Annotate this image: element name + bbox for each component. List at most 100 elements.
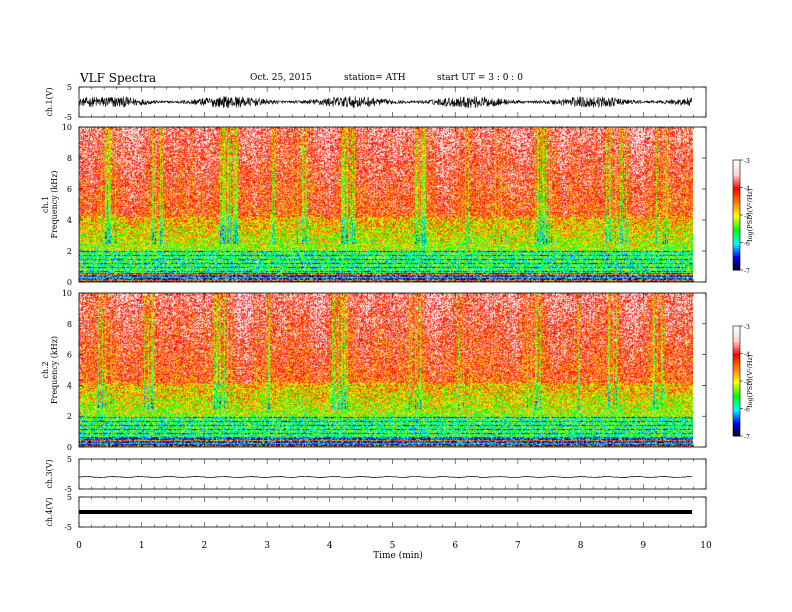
colorbar-tick-label: -3 (744, 158, 750, 165)
colorbar-segment (733, 414, 740, 418)
y-tick-label: 2 (67, 247, 72, 256)
x-tick-label: 10 (700, 541, 712, 551)
colorbar-segment (733, 430, 740, 434)
colorbar-segment (733, 239, 740, 243)
colorbar-segment (733, 403, 740, 407)
colorbar-segment (733, 389, 740, 393)
ch1-waveform-trace (79, 95, 693, 109)
colorbar-tick-label: -5 (744, 379, 750, 386)
colorbar-segment (733, 378, 740, 382)
x-tick-label: 3 (264, 541, 270, 551)
colorbar-segment (733, 160, 740, 164)
y-tick-label: 2 (67, 412, 72, 421)
ch2-spectrogram-panel: -3 -4 -5 -6 -7 log(PSD)(V²/Hz) 10 8 6 4 2 0 ch.2 Freq… (41, 289, 754, 452)
y-axis-label: Frequency (kHz) (50, 170, 59, 238)
colorbar-segment (733, 422, 740, 426)
ch2-spectrogram-image (79, 293, 693, 447)
colorbar-segment (733, 220, 740, 224)
y-tick-label: 6 (67, 351, 72, 360)
colorbar-segment (733, 350, 740, 354)
colorbar-tick-label: -4 (744, 352, 750, 359)
ch3-waveform-panel: 5 -5 ch.3(V) (45, 455, 707, 494)
colorbar-segment (733, 345, 740, 349)
colorbar-tick-label: -4 (744, 186, 750, 193)
colorbar-segment (733, 375, 740, 379)
colorbar-segment (733, 193, 740, 197)
colorbar-segment (733, 171, 740, 175)
ch1-waveform-panel: 5 -5 ch.1(V) (45, 83, 707, 122)
colorbar-segment (733, 231, 740, 235)
colorbar-segment (733, 331, 740, 335)
colorbar-segment (733, 334, 740, 338)
colorbar-segment (733, 383, 740, 387)
y-tick-label: 5 (67, 83, 72, 92)
station-label: station= ATH (344, 73, 406, 83)
colorbar-segment (733, 411, 740, 415)
x-tick-label: 0 (76, 541, 82, 551)
colorbar-segment (733, 187, 740, 191)
colorbar-segment (733, 353, 740, 357)
x-tick-label: 4 (327, 541, 333, 551)
colorbar-segment (733, 419, 740, 423)
colorbar-segment (733, 381, 740, 385)
colorbar-segment (733, 370, 740, 374)
x-tick-label: 9 (640, 541, 646, 551)
colorbar-segment (733, 328, 740, 332)
y-tick-label: 10 (62, 289, 72, 298)
colorbar-segment (733, 168, 740, 172)
colorbar-segment (733, 245, 740, 249)
start-time-label: start UT = 3 : 0 : 0 (437, 73, 523, 83)
x-tick-label: 2 (202, 541, 208, 551)
colorbar-segment (733, 250, 740, 254)
colorbar-segment (733, 339, 740, 343)
colorbar-segment (733, 342, 740, 346)
colorbar-segment (733, 356, 740, 360)
colorbar-segment (733, 242, 740, 246)
ch3-waveform-trace (78, 475, 693, 479)
y-axis-label: ch.1(V) (45, 87, 54, 116)
colorbar-segment (733, 201, 740, 205)
y-tick-label: 4 (67, 216, 72, 225)
ch1-spectrogram-image (79, 127, 693, 282)
y-tick-label: -5 (64, 523, 72, 532)
colorbar-segment (733, 264, 740, 268)
y-tick-label: 0 (67, 443, 72, 452)
colorbar-segment (733, 427, 740, 431)
colorbar-segment (733, 259, 740, 263)
colorbar-segment (733, 195, 740, 199)
colorbar-segment (733, 162, 740, 166)
y-tick-label: 6 (67, 185, 72, 194)
colorbar-segment (733, 204, 740, 208)
colorbar-segment (733, 206, 740, 210)
colorbar-segment (733, 209, 740, 213)
colorbar-segment (733, 405, 740, 409)
colorbar-segment (733, 253, 740, 257)
y-axis-label: ch.1 (41, 196, 50, 213)
y-tick-label: 4 (67, 381, 72, 390)
colorbar-segment (733, 361, 740, 365)
y-tick-label: -5 (64, 113, 72, 122)
colorbar-segment (733, 226, 740, 230)
colorbar-segment (733, 215, 740, 219)
colorbar-segment (733, 261, 740, 265)
colorbar-segment (733, 364, 740, 368)
figure-title: VLF Spectra (80, 71, 157, 85)
colorbar-tick-label: -6 (744, 407, 750, 414)
colorbar-tick-label: -6 (744, 241, 750, 248)
colorbar-segment (733, 400, 740, 404)
colorbar-tick-label: -7 (744, 268, 750, 275)
colorbar-tick-label: -3 (744, 324, 750, 331)
colorbar-segment (733, 367, 740, 371)
y-tick-label: 8 (67, 154, 72, 163)
x-axis-label: Time (min) (373, 550, 423, 561)
y-axis-label: Frequency (kHz) (50, 336, 59, 404)
colorbar-segment (733, 173, 740, 177)
y-axis-label: ch.4(V) (45, 497, 54, 526)
y-tick-label: 10 (62, 123, 72, 132)
ch2-spectrogram-colorbar: -3 -4 -5 -6 -7 log(PSD)(V²/Hz) (732, 324, 754, 441)
y-tick-label: 8 (67, 320, 72, 329)
x-tick-label: 8 (578, 541, 584, 551)
colorbar-segment (733, 267, 740, 271)
